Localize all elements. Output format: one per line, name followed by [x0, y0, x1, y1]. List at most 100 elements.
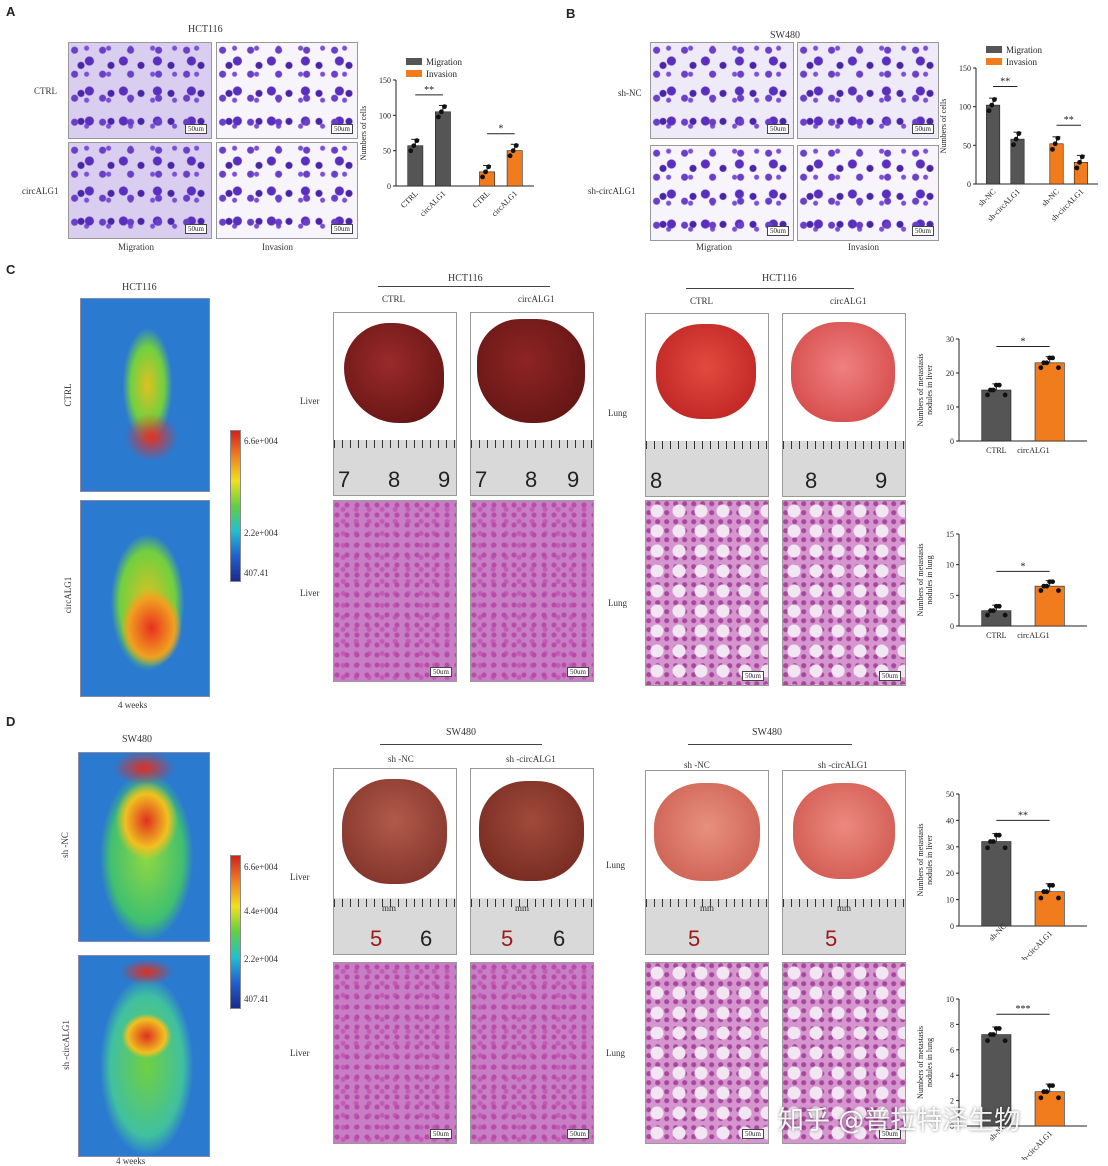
- colorbar-max: 6.6e+004: [244, 862, 278, 872]
- x-tick-label: CTRL: [471, 189, 492, 210]
- scale-bar: 50um: [430, 667, 452, 677]
- data-point: [411, 143, 417, 149]
- colorbar-max: 6.6e+004: [244, 436, 278, 446]
- data-point: [1038, 365, 1044, 371]
- legend-label: Migration: [426, 57, 462, 67]
- data-point: [992, 97, 997, 102]
- bar: [1034, 585, 1065, 627]
- data-point: [435, 114, 441, 120]
- legend-swatch: [406, 70, 422, 77]
- x-tick-label: CTRL: [986, 446, 1007, 455]
- data-point: [414, 138, 420, 144]
- ruler-num: 8: [388, 467, 401, 492]
- ivis-image-ctrl: [80, 298, 210, 492]
- y-tick-label: 15: [946, 530, 954, 539]
- x-tick-label: circALG1: [1017, 446, 1049, 455]
- data-point: [993, 382, 999, 388]
- data-point: [985, 392, 990, 398]
- data-point: [988, 839, 993, 844]
- legend-label: Invasion: [426, 69, 457, 79]
- header-rule: [688, 744, 852, 745]
- ruler-num: 9: [875, 468, 888, 493]
- ruler-num: 5: [370, 926, 383, 951]
- x-tick-label: circALG1: [418, 189, 447, 218]
- col-label-migration: Migration: [696, 242, 732, 252]
- row-label-liver-he: Liver: [290, 1048, 310, 1058]
- y-tick-label: 10: [946, 995, 954, 1004]
- row-label-circalg1: circALG1: [22, 186, 59, 196]
- bar: [981, 841, 1012, 927]
- data-point: [993, 1026, 999, 1031]
- y-axis-label: Numbers of metastasisnodules in liver: [916, 824, 934, 897]
- x-tick-label: sh-circALG1: [1018, 1129, 1054, 1160]
- scale-bar: 50um: [430, 1129, 452, 1139]
- weeks-label: 4 weeks: [118, 700, 148, 710]
- bar: [981, 389, 1012, 442]
- y-axis-label: Numbers of metastasisnodules in lung: [916, 544, 934, 617]
- mouse-label-ctrl: CTRL: [63, 383, 73, 407]
- y-tick-label: 150: [379, 76, 391, 85]
- mouse-label-sh-circalg1: sh -circALG1: [61, 1020, 71, 1070]
- ivis-image-circalg1: [80, 500, 210, 697]
- chart-d-lung: 0 2 4 6 8 10 Numbers of metastasisnodules in l…: [916, 995, 1087, 1160]
- ruler-num: 9: [438, 467, 451, 492]
- data-point: [510, 148, 516, 154]
- data-point: [1056, 365, 1061, 371]
- lung-photo-circalg1: 8 9: [782, 313, 906, 497]
- legend-label: Invasion: [1006, 57, 1037, 67]
- ruler-num: 5: [688, 926, 701, 951]
- row-label-lung-he: Lung: [606, 1048, 625, 1058]
- panel-label-c: C: [6, 262, 16, 277]
- y-axis-label-line: Numbers of metastasis: [916, 354, 925, 427]
- panel-b-title: SW480: [770, 30, 800, 41]
- micrograph-a-ctrl-invasion: 50um: [216, 42, 358, 139]
- lung-he-sh-nc: 50um: [645, 962, 769, 1144]
- data-point: [1055, 135, 1061, 141]
- y-tick-label: 0: [950, 622, 954, 631]
- x-tick-label: circALG1: [490, 189, 519, 218]
- data-point: [1016, 131, 1022, 136]
- scale-bar: 50um: [879, 1129, 901, 1139]
- ivis-image-sh-circalg1: [78, 955, 210, 1157]
- group-label-sh-circalg1: sh -circALG1: [506, 754, 556, 764]
- col-label-invasion: Invasion: [262, 242, 293, 252]
- col-label-migration: Migration: [118, 242, 154, 252]
- micrograph-b-nc-invasion: 50um: [797, 42, 939, 139]
- liver-he-circalg1: 50um: [470, 500, 594, 682]
- scale-bar: 50um: [767, 226, 789, 236]
- y-tick-label: 30: [946, 843, 954, 852]
- panel-label-b: B: [566, 6, 576, 21]
- micrograph-b-sh-invasion: 50um: [797, 145, 939, 241]
- watermark: 知乎 @普拉特泽生物: [778, 1106, 1021, 1136]
- liver-photo-sh-nc: 5 6 mm: [333, 768, 457, 955]
- y-tick-label: 10: [946, 896, 954, 905]
- ruler-num: 8: [650, 468, 663, 493]
- x-tick-label: sh-circALG1: [1018, 929, 1054, 960]
- ruler-num: 5: [825, 926, 838, 951]
- colorbar-tick: 2.2e+004: [244, 954, 278, 964]
- significance-label: *: [1021, 336, 1026, 347]
- data-point: [1052, 141, 1058, 147]
- significance-label: **: [424, 85, 434, 96]
- ruler-unit: mm: [382, 903, 397, 913]
- scale-bar: 50um: [912, 226, 934, 236]
- chart-c-liver: 0 10 20 30 Numbers of metastasisnodules in l…: [916, 335, 1087, 455]
- y-tick-label: 0: [387, 182, 391, 191]
- y-tick-label: 0: [967, 180, 971, 189]
- data-point: [993, 832, 999, 838]
- panel-label-d: D: [6, 714, 16, 729]
- data-point: [1002, 612, 1008, 618]
- row-label-sh-nc: sh-NC: [618, 88, 642, 98]
- micrograph-b-sh-migration: 50um: [650, 145, 794, 241]
- data-point: [507, 153, 513, 159]
- ruler-unit: mm: [515, 903, 530, 913]
- group-label-ctrl: CTRL: [382, 294, 406, 304]
- data-point: [1041, 583, 1047, 589]
- legend-label: Migration: [1006, 45, 1042, 55]
- bar: [1073, 162, 1088, 185]
- significance-label: ***: [1016, 1004, 1031, 1015]
- y-axis-label-line: Numbers of metastasis: [916, 824, 925, 897]
- ruler-unit: mm: [837, 903, 852, 913]
- data-point: [1074, 165, 1080, 171]
